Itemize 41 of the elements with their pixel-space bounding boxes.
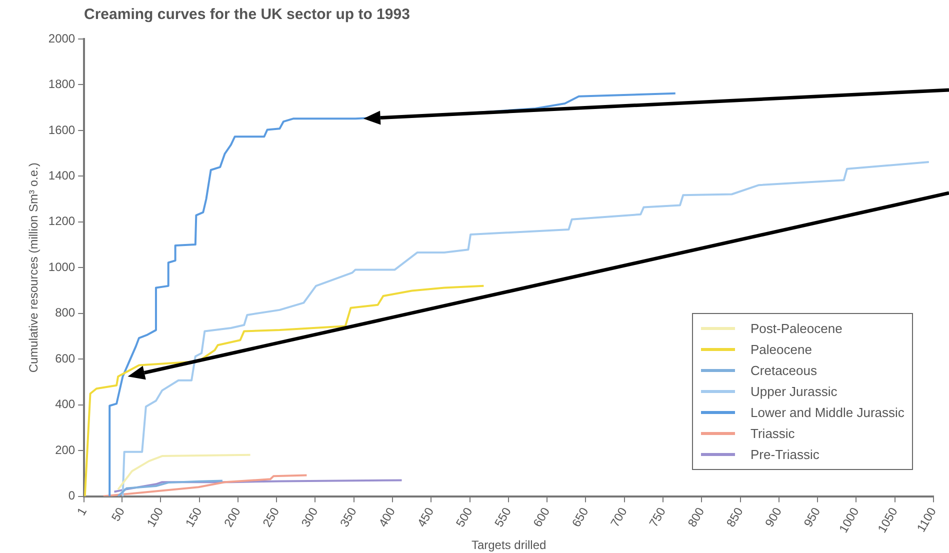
y-tick-label: 800 (55, 306, 76, 320)
x-tick-label: 100 (144, 504, 166, 530)
x-tick-label: 850 (724, 504, 746, 530)
legend-label: Pre-Triassic (750, 447, 820, 462)
y-tick-label: 200 (55, 442, 76, 457)
legend-label: Upper Jurassic (750, 384, 838, 400)
x-tick-label: 450 (414, 504, 437, 530)
x-tick-label: 1 (74, 504, 90, 518)
x-tick-label: 650 (569, 504, 592, 530)
x-tick-label: 250 (260, 504, 282, 530)
y-tick-label: 1600 (48, 122, 76, 137)
x-tick-label: 550 (492, 504, 514, 530)
y-tick-label: 1200 (48, 214, 76, 228)
y-tick-label: 2000 (48, 31, 76, 46)
x-tick-label: 950 (800, 504, 824, 530)
y-tick-label: 400 (55, 397, 76, 412)
x-tick-label: 700 (608, 504, 630, 530)
x-axis-title: Targets drilled (471, 538, 546, 552)
y-tick-label: 1800 (48, 77, 76, 92)
chart-title: Creaming curves for the UK sector up to 1993 (84, 6, 410, 23)
x-tick-label: 300 (298, 504, 321, 530)
x-tick-label: 400 (376, 504, 398, 530)
y-tick-label: 0 (68, 488, 76, 503)
x-tick-label: 500 (453, 504, 476, 530)
legend-label: Triassic (750, 426, 795, 442)
x-tick-label: 50 (108, 504, 128, 524)
legend-label: Post-Paleocene (750, 321, 842, 336)
y-tick-label: 1400 (48, 168, 76, 182)
x-tick-label: 750 (646, 504, 669, 530)
y-tick-label: 1000 (48, 260, 76, 274)
x-tick-label: 600 (530, 504, 553, 530)
x-tick-label: 350 (337, 504, 360, 530)
x-tick-label: 900 (762, 504, 785, 530)
y-axis-title: Cumulative resources (million Sm³ o.e.) (26, 162, 41, 373)
x-tick-label: 800 (684, 504, 708, 530)
legend-label: Paleocene (750, 342, 812, 358)
y-tick-label: 600 (55, 351, 76, 366)
x-tick-label: 200 (221, 504, 244, 530)
legend-label: Lower and Middle Jurassic (750, 405, 904, 420)
x-tick-label: 150 (182, 504, 205, 530)
legend-label: Cretaceous (750, 363, 817, 378)
